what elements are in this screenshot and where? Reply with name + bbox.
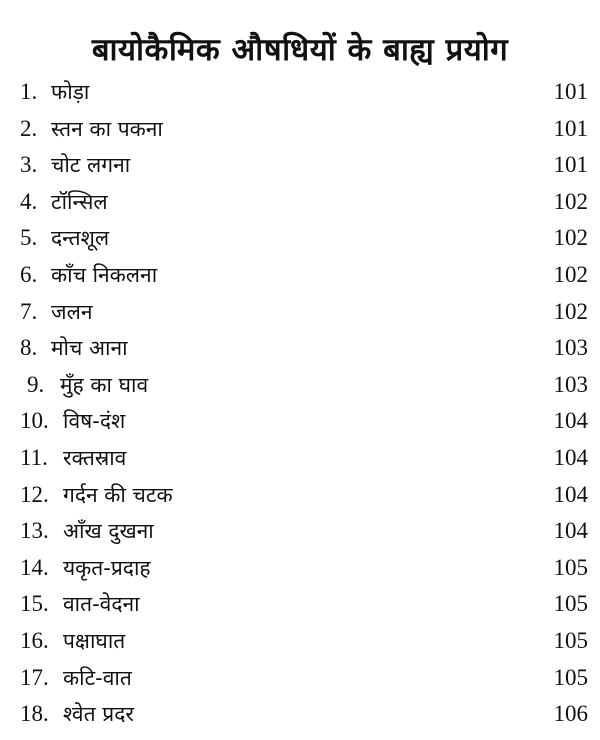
entry-number: 8.: [20, 335, 38, 361]
contents-entry: 7. जलन 102: [0, 294, 600, 331]
entry-page-number: 104: [553, 518, 589, 544]
entry-number: 12.: [20, 481, 49, 507]
entry-title: टॉन्सिल: [51, 189, 108, 214]
entry-number: 16.: [20, 627, 49, 653]
contents-entry: 6. काँच निकलना 102: [0, 257, 600, 294]
entry-title: फोड़ा: [51, 80, 90, 104]
entry-page-number: 105: [553, 554, 589, 580]
contents-entry: 16. पक्षाघात 105: [0, 623, 600, 660]
contents-entry: 9. मुँह का घाव 103: [0, 367, 600, 404]
entry-number: 17.: [20, 664, 49, 690]
contents-entry: 10. विष-दंश 104: [0, 403, 600, 440]
entry-title: गर्दन की चटक: [63, 482, 173, 507]
entry-page-number: 106: [553, 701, 589, 727]
entry-page-number: 102: [553, 225, 589, 251]
entry-number: 10.: [20, 408, 49, 434]
entry-title: जलन: [51, 299, 93, 324]
entry-number: 3.: [20, 152, 38, 178]
entry-page-number: 104: [553, 481, 589, 507]
entry-page-number: 101: [553, 152, 589, 178]
entry-title: वात-वेदना: [63, 592, 140, 617]
entry-page-number: 103: [553, 371, 589, 397]
contents-entry: 13. आँख दुखना 104: [0, 513, 600, 550]
entry-number: 5.: [20, 225, 38, 251]
entry-page-number: 105: [553, 627, 589, 653]
entry-page-number: 103: [553, 335, 589, 361]
contents-entry: 15. वात-वेदना 105: [0, 586, 600, 623]
entry-page-number: 105: [553, 591, 589, 617]
contents-entry: 3. चोट लगना 101: [0, 147, 600, 184]
entry-number: 7.: [20, 298, 38, 324]
entry-page-number: 102: [553, 188, 589, 214]
entry-number: 14.: [20, 554, 49, 580]
entry-title: श्वेत प्रदर: [63, 702, 134, 727]
entry-title: यकृत-प्रदाह: [63, 555, 151, 580]
entry-title: चोट लगना: [51, 153, 131, 178]
entry-title: आँख दुखना: [63, 519, 154, 544]
entry-title: रक्तस्राव: [63, 445, 127, 470]
entry-title: काँच निकलना: [51, 262, 158, 287]
entry-title: कटि-वात: [63, 665, 132, 690]
entry-page-number: 101: [553, 115, 589, 141]
contents-entry: 4. टॉन्सिल 102: [0, 184, 600, 221]
entry-title: मुँह का घाव: [60, 372, 149, 397]
entry-number: 6.: [20, 261, 38, 287]
contents-entry: 2. स्तन का पकना 101: [0, 111, 600, 148]
entry-number: 2.: [20, 115, 38, 141]
entry-number: 1.: [20, 79, 38, 104]
entry-number: 11.: [20, 444, 48, 470]
contents-entry: 5. दन्तशूल 102: [0, 220, 600, 257]
contents-entry: 1. फोड़ा 101: [0, 74, 600, 111]
contents-entry: 17. कटि-वात 105: [0, 660, 600, 697]
entry-title: मोच आना: [51, 336, 128, 361]
entry-page-number: 102: [553, 261, 589, 287]
entry-title: विष-दंश: [63, 409, 126, 434]
contents-entry: 11. रक्तस्राव 104: [0, 440, 600, 477]
entry-page-number: 105: [553, 664, 589, 690]
entry-page-number: 104: [553, 408, 589, 434]
entry-title: स्तन का पकना: [51, 116, 163, 141]
contents-entry: 14. यकृत-प्रदाह 105: [0, 550, 600, 587]
entry-number: 13.: [20, 518, 49, 544]
entry-page-number: 104: [553, 444, 589, 470]
contents-entry: 12. गर्दन की चटक 104: [0, 477, 600, 514]
entry-number: 18.: [20, 701, 49, 727]
page-title: बायोकैमिक औषधियों के बाह्य प्रयोग: [91, 32, 509, 68]
entry-number: 9.: [27, 371, 45, 397]
entry-page-number: 101: [553, 79, 589, 104]
entry-number: 15.: [20, 591, 49, 617]
contents-list: 1. फोड़ा 101 2. स्तन का पकना 101 3. चोट लगना 101…: [0, 74, 600, 733]
entry-page-number: 102: [553, 298, 589, 324]
contents-entry: 8. मोच आना 103: [0, 330, 600, 367]
contents-entry: 18. श्वेत प्रदर 106: [0, 696, 600, 733]
entry-title: दन्तशूल: [51, 226, 110, 251]
entry-number: 4.: [20, 188, 38, 214]
entry-title: पक्षाघात: [63, 628, 126, 653]
